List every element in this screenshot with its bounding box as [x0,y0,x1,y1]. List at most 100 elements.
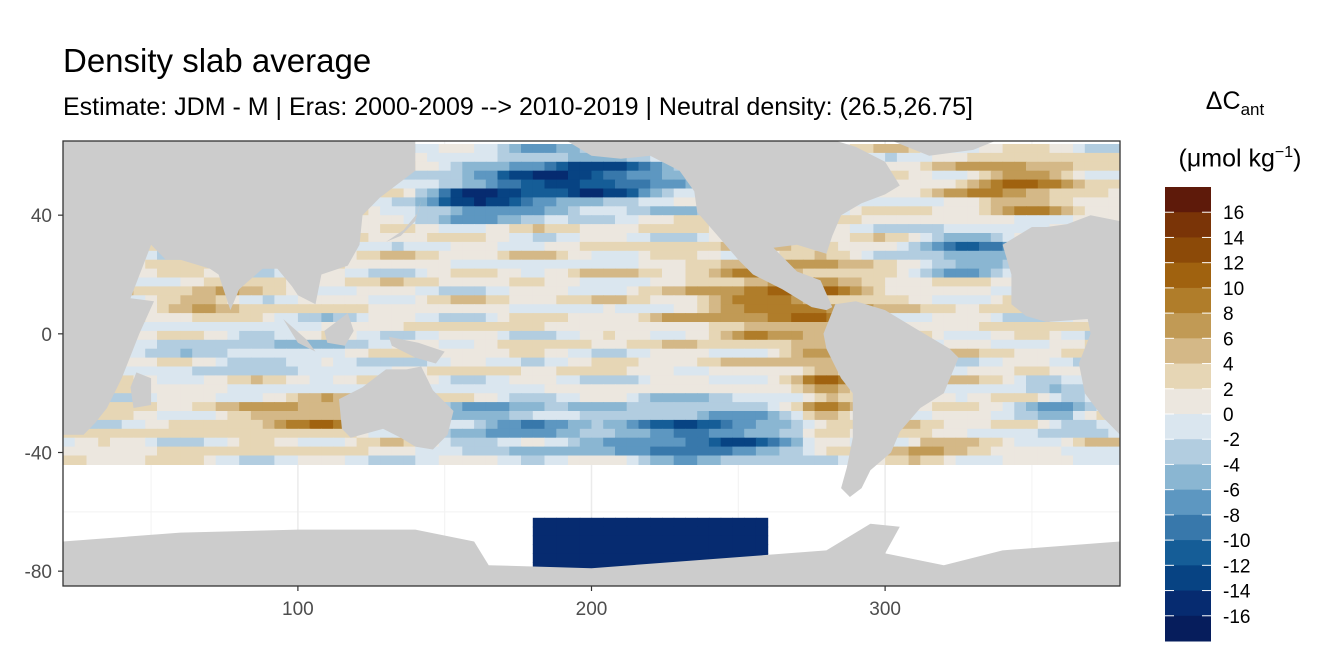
data-cell [157,357,170,368]
data-cell [1049,384,1062,394]
data-cell [380,304,393,314]
data-cell [309,384,322,394]
legend-color-bin [1165,212,1211,238]
data-cell [1073,357,1086,368]
data-cell [474,357,487,368]
data-cell [380,215,393,225]
data-cell [603,535,616,546]
data-cell [896,197,910,207]
data-cell [708,393,722,403]
data-cell [990,428,1004,439]
data-cell [544,170,557,181]
data-cell [344,277,358,287]
data-cell [767,437,780,448]
data-cell [544,144,557,154]
data-cell [403,224,416,234]
data-cell [474,384,487,394]
data-cell [744,304,757,314]
data-cell [650,161,663,172]
data-cell [603,170,616,181]
data-cell [121,446,134,457]
data-cell [462,250,475,261]
data-cell [662,259,675,270]
data-cell [485,179,499,190]
data-cell [673,535,686,546]
data-cell [615,330,628,341]
data-cell [943,313,957,323]
data-cell [615,161,628,172]
data-cell [438,348,452,359]
data-cell [462,277,475,287]
data-cell [626,384,639,394]
data-cell [227,339,240,350]
data-cell [227,348,240,359]
data-cell [708,304,722,314]
data-cell [814,339,827,350]
data-cell [450,304,463,314]
data-cell [462,446,475,457]
data-cell [662,357,675,368]
data-cell [450,224,463,234]
data-cell [521,161,534,172]
data-cell [1061,322,1074,332]
data-cell [697,322,710,332]
data-cell [532,553,546,563]
data-cell [250,446,264,457]
data-cell [1037,215,1051,225]
data-cell [192,411,205,421]
data-cell [979,215,992,225]
data-cell [180,348,193,359]
data-cell [1073,446,1086,457]
data-cell [861,268,874,279]
data-cell [838,419,851,430]
data-cell [932,455,945,465]
data-cell [650,206,663,216]
data-cell [685,250,698,261]
data-cell [943,393,957,403]
data-cell [896,170,910,181]
data-cell [650,455,663,465]
data-cell [250,295,264,305]
data-cell [638,366,651,376]
data-cell [626,250,639,261]
data-cell [697,455,710,465]
data-cell [802,437,816,448]
data-cell [521,250,534,261]
data-cell [309,437,322,448]
data-cell [990,241,1004,252]
legend-color-bin [1165,187,1211,213]
data-cell [920,215,933,225]
data-cell [532,206,546,216]
data-cell [438,375,452,385]
data-cell [1108,206,1120,216]
data-cell [932,197,945,207]
data-cell [990,277,1004,287]
data-cell [286,437,299,448]
data-cell [896,215,910,225]
data-cell [450,161,463,172]
data-cell [579,233,593,243]
data-cell [133,446,146,457]
data-cell [603,526,616,537]
data-cell [943,161,957,172]
data-cell [497,224,510,234]
data-cell [121,419,134,430]
data-cell [1096,455,1109,465]
data-cell [767,295,780,305]
data-cell [556,152,569,163]
data-cell [368,206,381,216]
data-cell [333,268,346,279]
data-cell [732,259,745,270]
data-cell [568,206,581,216]
data-cell [979,428,992,439]
data-cell [849,215,863,225]
data-cell [685,224,698,234]
data-cell [990,144,1004,154]
data-cell [250,348,264,359]
data-cell [462,455,475,465]
data-cell [603,357,616,368]
data-cell [415,286,428,296]
data-cell [838,428,851,439]
data-cell [415,313,428,323]
data-cell [662,544,675,554]
